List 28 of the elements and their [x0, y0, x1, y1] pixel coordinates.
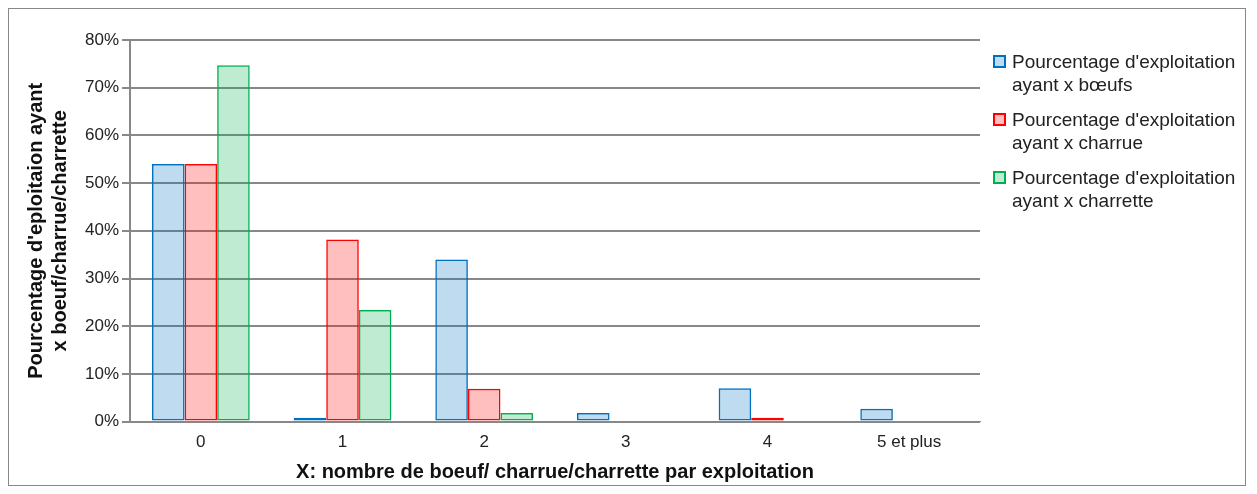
y-tick-label: 80%: [84, 29, 120, 49]
y-tick-label: 60%: [84, 125, 120, 145]
bar: [184, 164, 218, 421]
bar: [435, 259, 468, 421]
bar: [151, 164, 185, 421]
x-axis-title: X: nombre de boeuf/ charrue/charrette par exploitation: [296, 459, 814, 482]
y-tick-label: 50%: [84, 172, 120, 192]
x-tick-label: 3: [621, 432, 631, 452]
y-tick-label: 10%: [84, 363, 120, 383]
y-axis-title: Pourcentage d'eploitaion ayant x boeuf/charrue/charrette: [23, 82, 70, 379]
legend-label: Pourcentage d'exploitation ayant x bœufs: [1012, 50, 1237, 96]
x-tick-label: 4: [762, 432, 773, 452]
x-tick-label: 5 et plus: [877, 432, 942, 452]
bar: [718, 388, 752, 421]
bar: [326, 239, 359, 421]
y-tick-label: 0%: [94, 411, 120, 431]
bar: [467, 388, 501, 421]
x-tick-label: 1: [337, 432, 348, 452]
y-tick-label: 70%: [84, 77, 120, 97]
legend-label: Pourcentage d'exploitation ayant x charrue: [1012, 108, 1237, 154]
legend-label: Pourcentage d'exploitation ayant x charrette: [1012, 166, 1237, 212]
y-tick-label: 20%: [84, 315, 120, 335]
bar: [358, 309, 392, 421]
x-tick-label: 0: [196, 432, 206, 452]
x-tick-label: 2: [479, 432, 489, 452]
y-tick-label: 30%: [84, 268, 120, 288]
y-tick-label: 40%: [84, 220, 120, 240]
bar: [860, 408, 893, 421]
